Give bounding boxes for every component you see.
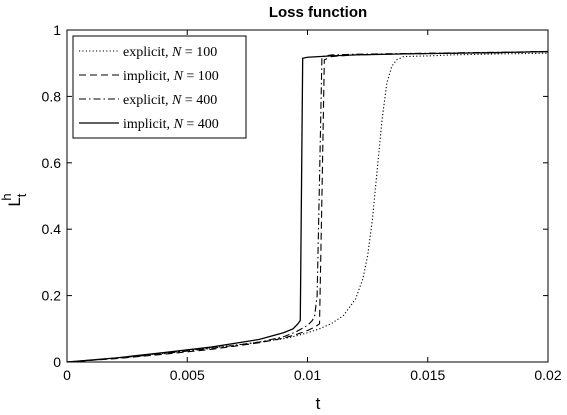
svg-text:Lth: Lth bbox=[0, 193, 29, 206]
series-line-1 bbox=[66, 52, 549, 363]
y-tick-label: 1 bbox=[53, 22, 61, 38]
y-axis-label-main: L bbox=[5, 197, 24, 206]
x-tick-label: 0 bbox=[63, 367, 71, 383]
y-axis-ticks: 0 0.2 0.4 0.6 0.8 1 bbox=[42, 22, 548, 370]
x-tick-label: 0.005 bbox=[170, 367, 205, 383]
series-line-4 bbox=[66, 50, 549, 363]
y-tick-label: 0.8 bbox=[42, 88, 62, 104]
y-axis-label: Lth bbox=[0, 193, 29, 206]
x-axis-label: t bbox=[316, 394, 321, 413]
legend-box bbox=[72, 35, 247, 139]
legend: explicit, N = 100 implicit, N = 100 explic… bbox=[72, 35, 247, 139]
legend-entry-2: implicit, N = 100 bbox=[123, 69, 219, 84]
series-layer bbox=[66, 50, 549, 363]
y-axis-label-sub: t bbox=[14, 193, 29, 197]
x-tick-label: 0.02 bbox=[534, 367, 561, 383]
legend-entry-3: explicit, N = 400 bbox=[123, 93, 217, 108]
legend-entry-1: explicit, N = 100 bbox=[123, 45, 217, 60]
x-axis-ticks: 0 0.005 0.01 0.015 0.02 bbox=[63, 30, 562, 383]
legend-entry-4: implicit, N = 400 bbox=[123, 117, 219, 132]
y-axis-label-sup: h bbox=[0, 193, 14, 200]
y-tick-label: 0.4 bbox=[42, 221, 62, 237]
x-tick-label: 0.015 bbox=[410, 367, 445, 383]
y-tick-label: 0.6 bbox=[42, 155, 62, 171]
y-tick-label: 0 bbox=[53, 354, 61, 370]
chart-title: Loss function bbox=[269, 4, 367, 21]
x-tick-label: 0.01 bbox=[294, 367, 321, 383]
y-tick-label: 0.2 bbox=[42, 288, 62, 304]
